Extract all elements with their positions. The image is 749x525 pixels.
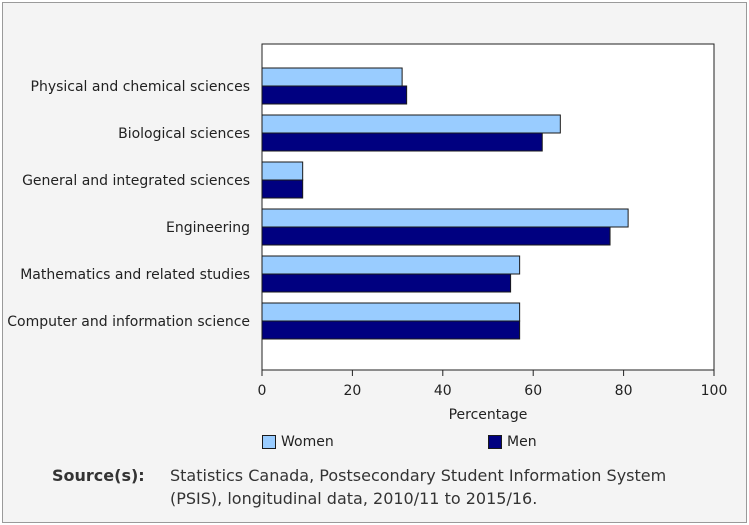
bar-women-mathematics-and-related-studies — [261, 255, 521, 275]
bar-men-mathematics-and-related-studies — [261, 273, 512, 293]
bar-women-biological-sciences — [261, 114, 561, 134]
bar-men-biological-sciences — [261, 132, 543, 152]
category-label-engineering: Engineering — [166, 220, 250, 236]
legend-label-women: Women — [281, 434, 334, 450]
bar-women-general-and-integrated-sciences — [261, 161, 304, 181]
x-tick-label-80: 80 — [615, 383, 633, 399]
category-label-physical-and-chemical-sciences: Physical and chemical sciences — [31, 79, 251, 95]
legend-item-women: Women — [262, 434, 334, 450]
legend-swatch-men — [488, 435, 502, 449]
source-text-line-2: (PSIS), longitudinal data, 2010/11 to 20… — [170, 489, 538, 508]
x-tick-label-60: 60 — [524, 383, 542, 399]
bar-men-engineering — [261, 226, 611, 246]
category-label-general-and-integrated-sciences: General and integrated sciences — [22, 173, 250, 189]
legend: Women Men — [262, 434, 682, 454]
bar-women-computer-and-information-science — [261, 302, 521, 322]
source-text-line-1: Statistics Canada, Postsecondary Student… — [170, 466, 667, 485]
bar-women-engineering — [261, 208, 629, 228]
bar-men-general-and-integrated-sciences — [261, 179, 304, 199]
x-tick-label-40: 40 — [434, 383, 452, 399]
source-label: Source(s): — [52, 466, 145, 485]
legend-item-men: Men — [488, 434, 537, 450]
bar-women-physical-and-chemical-sciences — [261, 67, 403, 87]
legend-swatch-women — [262, 435, 276, 449]
x-tick-label-20: 20 — [343, 383, 361, 399]
category-label-mathematics-and-related-studies: Mathematics and related studies — [20, 267, 250, 283]
x-tick-label-0: 0 — [258, 383, 267, 399]
category-label-computer-and-information-science: Computer and information science — [7, 314, 250, 330]
x-axis-title: Percentage — [449, 407, 528, 423]
legend-label-men: Men — [507, 434, 537, 450]
category-label-biological-sciences: Biological sciences — [118, 126, 250, 142]
bar-men-computer-and-information-science — [261, 320, 521, 340]
bar-men-physical-and-chemical-sciences — [261, 85, 408, 105]
x-tick-label-100: 100 — [701, 383, 728, 399]
